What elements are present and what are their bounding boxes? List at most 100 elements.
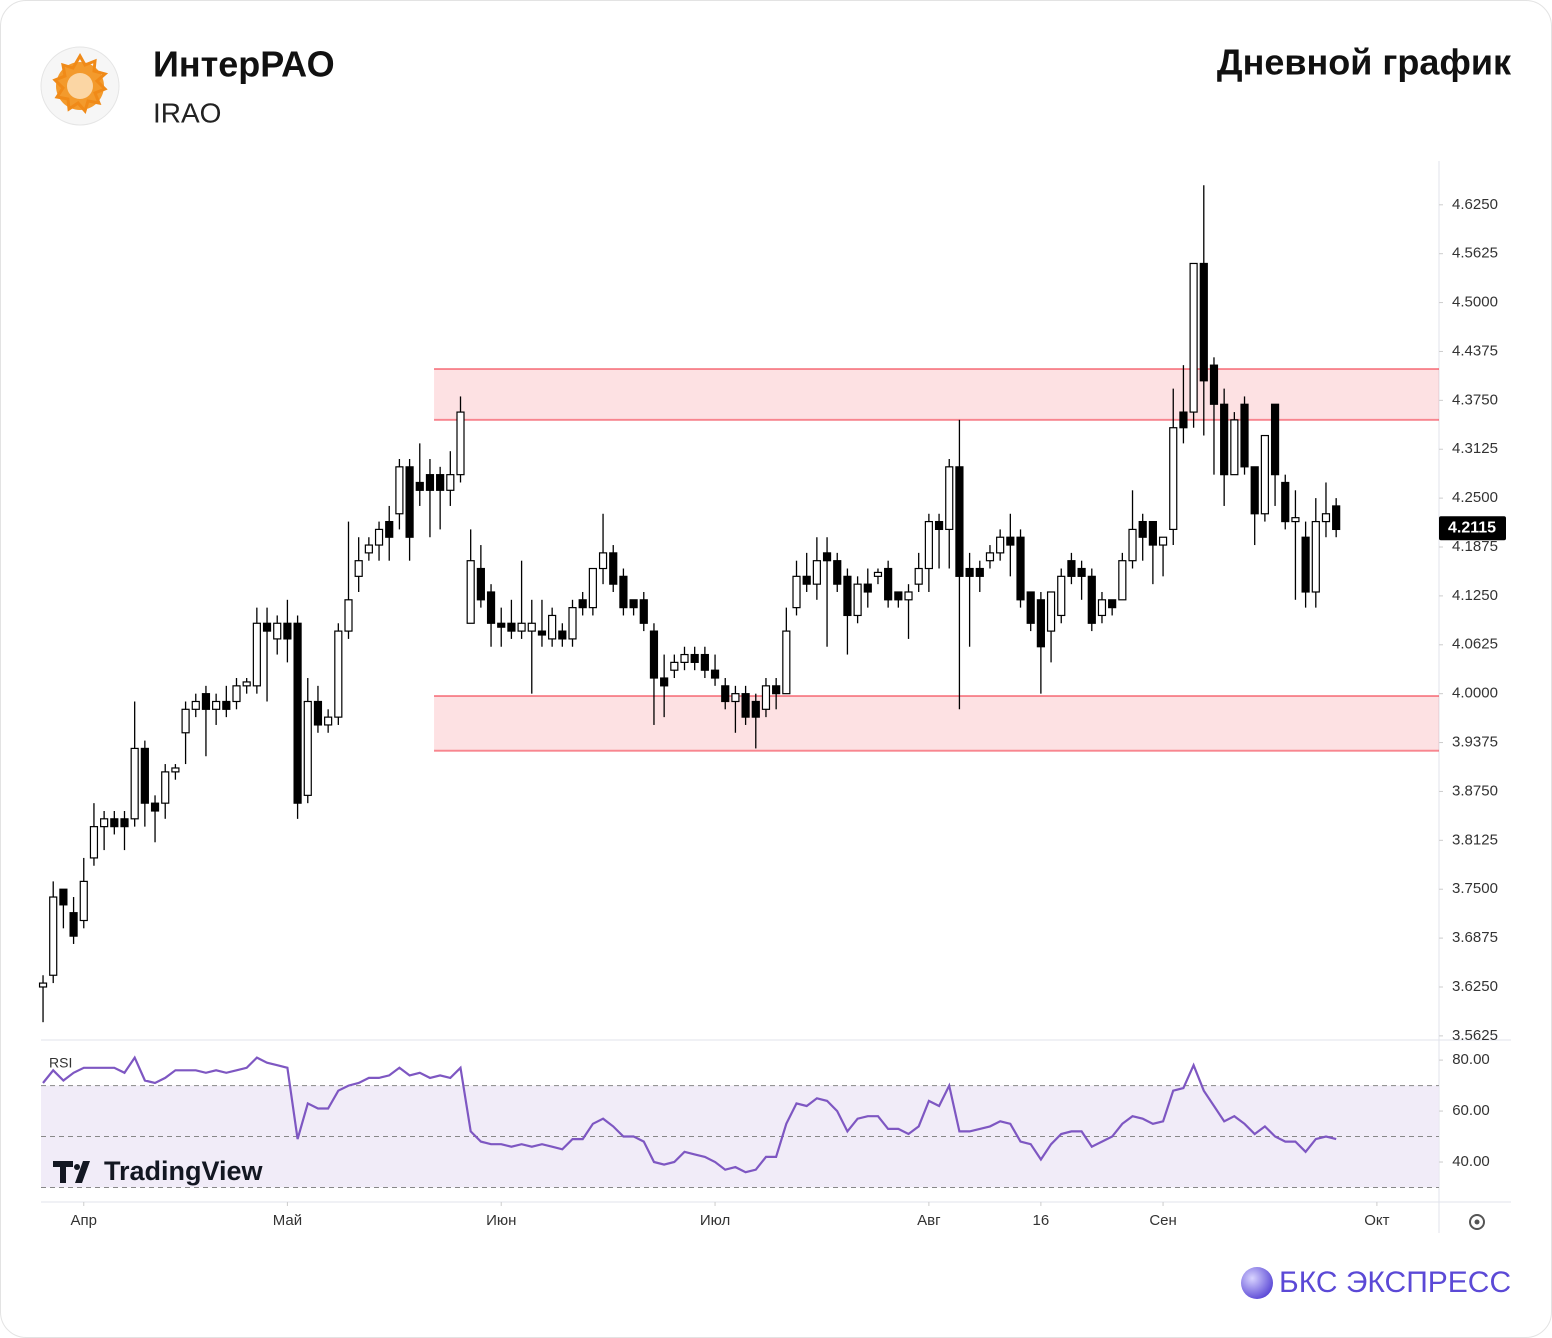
y-tick-label: 4.0000 bbox=[1452, 685, 1498, 702]
candle-body bbox=[558, 630, 567, 640]
candle-body bbox=[120, 818, 129, 828]
y-tick-label: 4.4375 bbox=[1452, 342, 1498, 359]
x-tick-label: Июл bbox=[700, 1212, 730, 1229]
candle-body bbox=[843, 575, 852, 617]
candle-body bbox=[161, 771, 170, 804]
y-tick-label: 3.7500 bbox=[1452, 880, 1498, 897]
candle-body bbox=[904, 591, 913, 601]
candle-body bbox=[395, 466, 404, 515]
candle-body bbox=[1077, 567, 1086, 577]
y-tick-label: 4.1250 bbox=[1452, 587, 1498, 604]
candle-body bbox=[212, 700, 221, 710]
candle-body bbox=[181, 708, 190, 734]
candle-body bbox=[89, 826, 99, 859]
candle-body bbox=[517, 622, 526, 632]
candle-body bbox=[568, 607, 577, 640]
x-tick-label: Окт bbox=[1364, 1212, 1389, 1229]
candle-body bbox=[680, 653, 689, 663]
candle-body bbox=[1006, 536, 1015, 546]
candle-body bbox=[934, 520, 944, 531]
candle-body bbox=[1189, 262, 1198, 413]
y-tick-label: 4.5625 bbox=[1452, 245, 1498, 262]
candle-body bbox=[252, 622, 261, 687]
candle-body bbox=[354, 560, 363, 577]
x-tick-label: 16 bbox=[1033, 1212, 1050, 1229]
settings-icon[interactable] bbox=[1469, 1214, 1485, 1230]
candle-body bbox=[1016, 536, 1025, 601]
candle-body bbox=[191, 700, 200, 710]
candle-body bbox=[38, 982, 48, 988]
candle-body bbox=[273, 622, 282, 640]
candle-body bbox=[201, 693, 211, 710]
candle-body bbox=[374, 528, 384, 546]
candle-body bbox=[1260, 434, 1269, 515]
chart-subtitle: Дневной график bbox=[1217, 42, 1512, 83]
candle-body bbox=[334, 630, 343, 718]
candle-body bbox=[822, 552, 832, 562]
candle-body bbox=[1118, 560, 1127, 601]
y-tick-label: 4.2500 bbox=[1452, 489, 1498, 506]
y-tick-label: 3.6875 bbox=[1452, 929, 1498, 946]
rsi-title: RSI bbox=[49, 1055, 72, 1071]
candle-body bbox=[802, 575, 811, 585]
candle-body bbox=[914, 567, 923, 585]
candle-body bbox=[232, 685, 241, 703]
x-tick-label: Май bbox=[273, 1212, 302, 1229]
candle-body bbox=[49, 896, 58, 976]
candle-body bbox=[436, 474, 445, 491]
candle-body bbox=[456, 411, 465, 476]
candle-body bbox=[782, 630, 791, 695]
candle-body bbox=[1209, 364, 1219, 405]
candle-body bbox=[975, 567, 984, 577]
candle-body bbox=[1281, 481, 1290, 523]
y-tick-label: 80.00 bbox=[1452, 1051, 1490, 1068]
candle-body bbox=[242, 681, 251, 687]
candle-body bbox=[1148, 520, 1157, 546]
candle-body bbox=[110, 818, 119, 828]
candle-body bbox=[313, 700, 323, 726]
candle-body bbox=[1230, 419, 1239, 476]
x-tick-label: Июн bbox=[486, 1212, 516, 1229]
candle-body bbox=[955, 466, 964, 577]
y-tick-label: 3.6250 bbox=[1452, 978, 1498, 995]
candle-body bbox=[945, 466, 954, 531]
candle-body bbox=[884, 567, 893, 601]
candle-body bbox=[1046, 591, 1056, 632]
candle-body bbox=[670, 661, 679, 671]
candle-body bbox=[507, 622, 516, 632]
y-tick-label: 4.3750 bbox=[1452, 391, 1498, 408]
x-tick-label: Апр bbox=[71, 1212, 97, 1229]
company-name: ИнтерРАО bbox=[153, 44, 335, 85]
candle-body bbox=[324, 716, 333, 726]
candle-body bbox=[527, 622, 536, 632]
y-tick-label: 3.8750 bbox=[1452, 782, 1498, 799]
y-tick-label: 3.5625 bbox=[1452, 1027, 1498, 1044]
candle-body bbox=[1291, 517, 1300, 523]
candle-body bbox=[721, 685, 730, 703]
candle-body bbox=[486, 591, 496, 624]
candle-body bbox=[1169, 427, 1178, 531]
candle-body bbox=[761, 685, 771, 710]
candle-body bbox=[79, 880, 88, 922]
zone bbox=[434, 696, 1439, 751]
x-tick-label: Авг bbox=[917, 1212, 941, 1229]
candle-body bbox=[364, 544, 373, 554]
candle-body bbox=[924, 520, 933, 570]
candle-body bbox=[497, 622, 506, 628]
y-tick-label: 3.8125 bbox=[1452, 831, 1498, 848]
candle-body bbox=[130, 747, 139, 820]
candle-body bbox=[690, 653, 699, 663]
y-tick-label: 3.9375 bbox=[1452, 734, 1498, 751]
candle-body bbox=[578, 599, 587, 609]
candle-body bbox=[965, 567, 974, 577]
candle-body bbox=[1128, 528, 1137, 562]
candle-body bbox=[150, 802, 160, 812]
candle-body bbox=[812, 560, 821, 585]
candle-body bbox=[476, 567, 485, 601]
rsi-line bbox=[42, 1055, 1337, 1174]
y-tick-label: 4.3125 bbox=[1452, 440, 1498, 457]
candle-body bbox=[598, 552, 608, 570]
candle-body bbox=[1026, 591, 1035, 624]
